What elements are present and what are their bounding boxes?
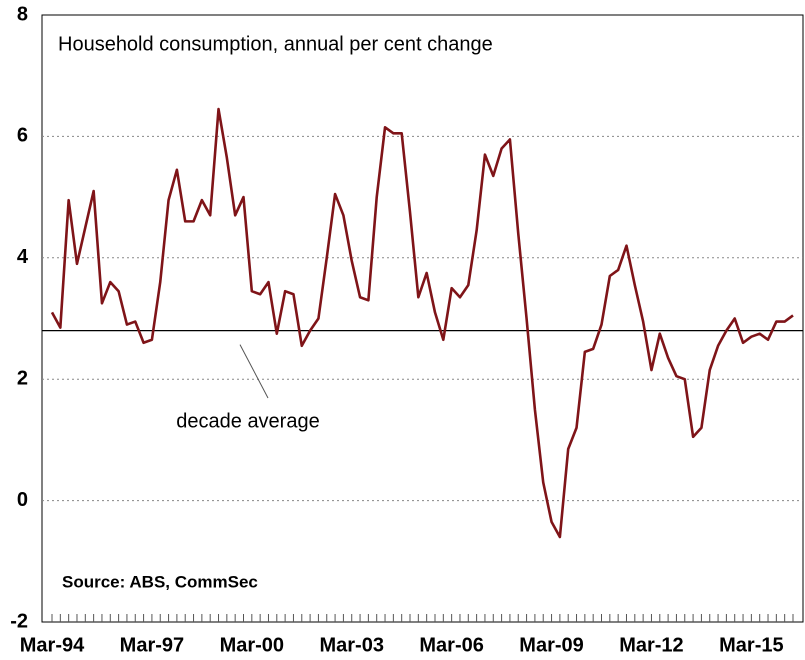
y-tick-label: 6 — [17, 125, 28, 147]
x-tick-label: Mar-97 — [120, 634, 184, 656]
x-tick-label: Mar-00 — [220, 634, 284, 656]
y-tick-label: 0 — [17, 489, 28, 511]
y-tick-label: -2 — [10, 610, 28, 632]
x-tick-label: Mar-94 — [20, 634, 85, 656]
y-tick-label: 2 — [17, 367, 28, 389]
y-tick-label: 8 — [17, 3, 28, 25]
source-note: Source: ABS, CommSec — [62, 572, 258, 591]
y-tick-label: 4 — [17, 246, 29, 268]
x-tick-label: Mar-12 — [619, 634, 683, 656]
annotation-pointer — [239, 344, 269, 399]
x-tick-label: Mar-06 — [419, 634, 483, 656]
x-tick-label: Mar-03 — [319, 634, 383, 656]
plot-frame — [41, 14, 804, 623]
x-tick-label: Mar-09 — [519, 634, 583, 656]
reference-label: decade average — [176, 410, 319, 432]
chart-subtitle: Household consumption, annual per cent c… — [58, 33, 493, 55]
data-line — [50, 107, 794, 539]
x-tick-label: Mar-15 — [719, 634, 783, 656]
